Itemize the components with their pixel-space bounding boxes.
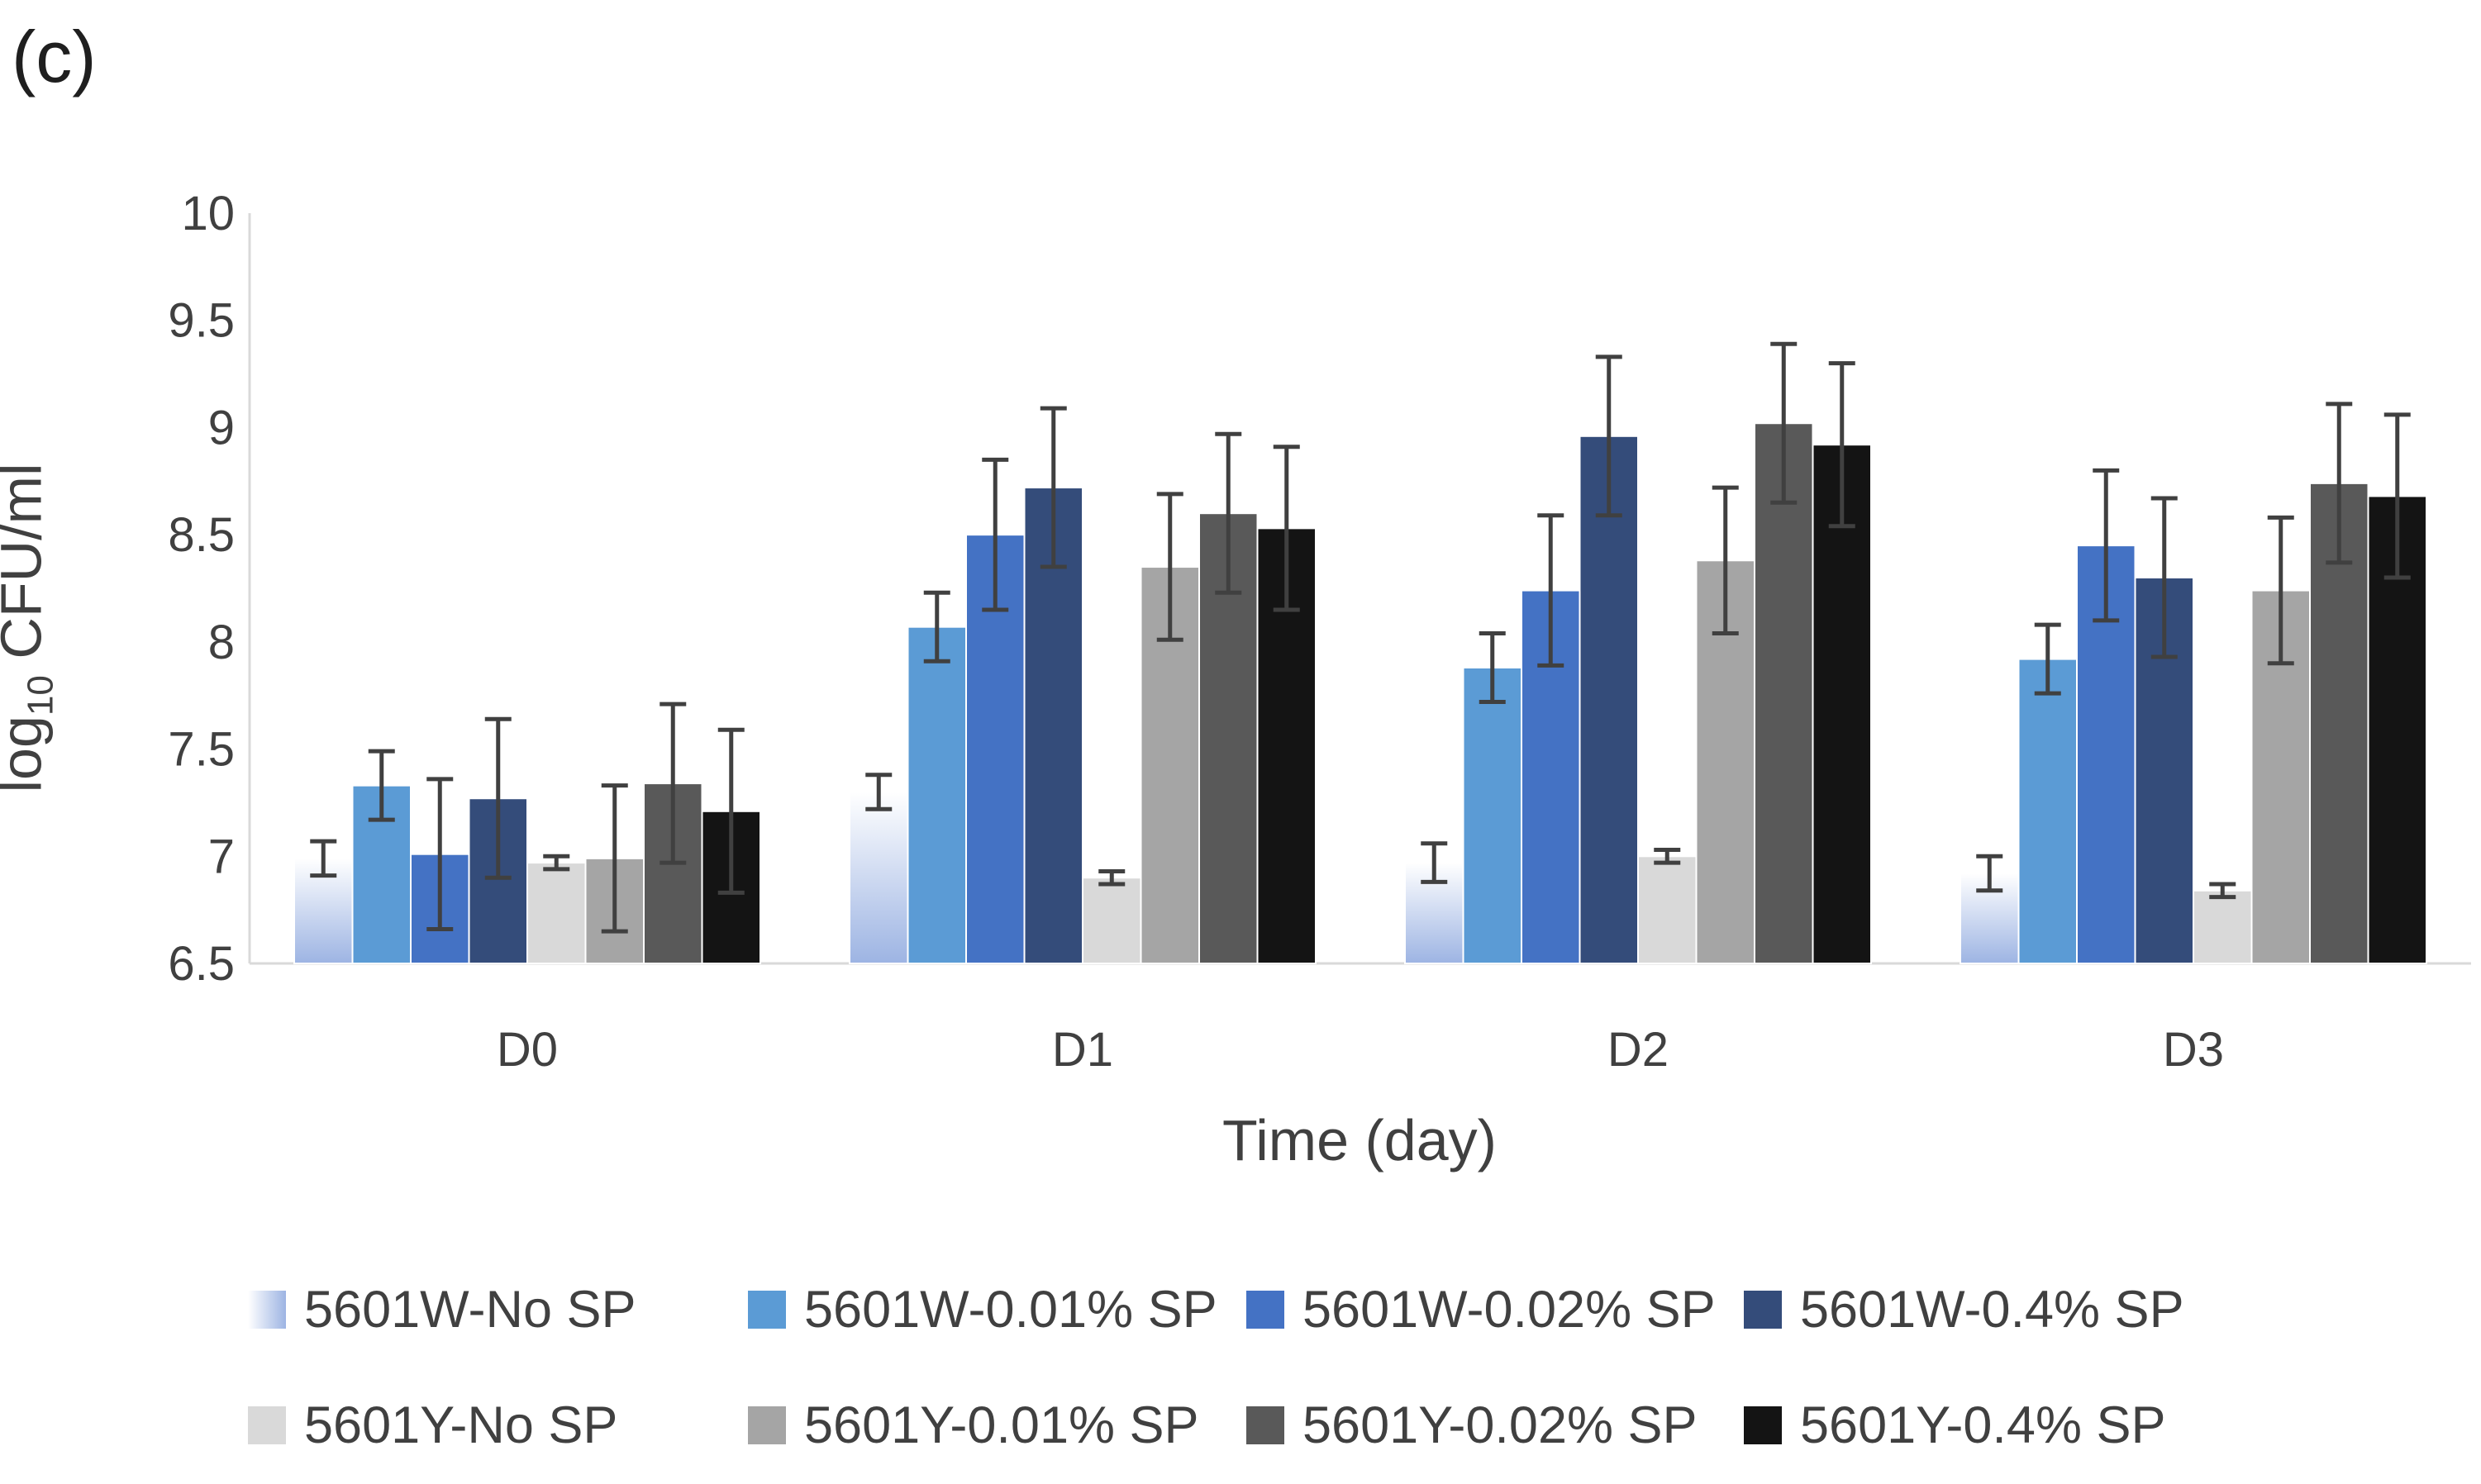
legend-swatch bbox=[248, 1291, 286, 1329]
error-bar-5601w-0-02-sp-d3 bbox=[2093, 468, 2120, 623]
legend-label: 5601Y-0.4% SP bbox=[1800, 1396, 2166, 1454]
x-tick-label: D3 bbox=[2163, 1023, 2224, 1077]
legend-swatch bbox=[1744, 1406, 1782, 1444]
error-bar-5601w-0-4-sp-d0 bbox=[484, 716, 512, 880]
error-bar-5601y-no-sp-d1 bbox=[1098, 868, 1126, 887]
error-bar-5601y-0-4-sp-d3 bbox=[2383, 412, 2411, 580]
error-bar-5601y-no-sp-d3 bbox=[2209, 882, 2236, 900]
error-bar-5601w-0-01-sp-d0 bbox=[368, 749, 395, 822]
error-bar-5601y-0-01-sp-d3 bbox=[2267, 515, 2294, 666]
legend-item-5601y-no-sp: 5601Y-No SP bbox=[248, 1392, 617, 1458]
error-bar-5601y-0-4-sp-d1 bbox=[1273, 445, 1300, 612]
y-tick-label: 10 bbox=[181, 187, 235, 240]
error-bar-5601w-0-01-sp-d3 bbox=[2034, 622, 2061, 696]
y-tick-label: 9.5 bbox=[168, 294, 235, 348]
legend-label: 5601W-0.4% SP bbox=[1800, 1281, 2184, 1339]
tick-labels: 6.5 7 7.5 8 8.5 9 9.5 10 D0 D1 D2 D3 bbox=[168, 187, 2224, 1077]
error-bar-5601w-0-02-sp-d0 bbox=[426, 777, 454, 931]
legend: 5601W-No SP 5601W-0.01% SP 5601W-0.02% S… bbox=[248, 1277, 2231, 1467]
legend-label: 5601W-0.02% SP bbox=[1302, 1281, 1716, 1339]
legend-swatch bbox=[748, 1406, 786, 1444]
error-bar-5601w-no-sp-d0 bbox=[310, 839, 337, 878]
legend-item-5601w-002-sp: 5601W-0.02% SP bbox=[1246, 1277, 1716, 1343]
legend-label: 5601Y-0.02% SP bbox=[1302, 1396, 1698, 1454]
bar-5601w-0-01-sp-d2 bbox=[1462, 666, 1522, 964]
error-bar-5601w-0-02-sp-d1 bbox=[982, 457, 1009, 612]
legend-swatch bbox=[1246, 1291, 1284, 1329]
bar-5601y-no-sp-d0 bbox=[526, 862, 587, 965]
y-axis-title-prefix: log bbox=[0, 716, 54, 793]
error-bar-5601w-0-01-sp-d1 bbox=[923, 590, 950, 664]
error-bar-5601y-0-02-sp-d2 bbox=[1770, 341, 1798, 505]
error-bar-5601y-0-02-sp-d1 bbox=[1215, 431, 1242, 595]
y-axis-title-subscript: 10 bbox=[20, 675, 61, 716]
bar-5601w-0-01-sp-d3 bbox=[2017, 658, 2078, 965]
legend-item-5601w-04-sp: 5601W-0.4% SP bbox=[1744, 1277, 2184, 1343]
bar-5601y-no-sp-d2 bbox=[1637, 855, 1698, 965]
error-bar-5601w-no-sp-d3 bbox=[1976, 854, 2003, 893]
legend-item-5601y-04-sp: 5601Y-0.4% SP bbox=[1744, 1392, 2166, 1458]
error-bar-5601y-0-4-sp-d0 bbox=[717, 727, 745, 895]
error-bar-5601y-0-01-sp-d2 bbox=[1712, 485, 1739, 635]
bar-5601y-0-4-sp-d2 bbox=[1812, 444, 1872, 964]
legend-label: 5601W-No SP bbox=[304, 1281, 636, 1339]
error-bar-5601y-no-sp-d2 bbox=[1654, 848, 1681, 865]
error-bar-5601w-no-sp-d1 bbox=[865, 773, 893, 811]
legend-item-5601y-002-sp: 5601Y-0.02% SP bbox=[1246, 1392, 1698, 1458]
y-tick-label: 6.5 bbox=[168, 937, 235, 991]
y-axis-title-suffix: CFU/ml bbox=[0, 463, 54, 659]
panel-label: (c) bbox=[12, 16, 97, 98]
error-bar-5601y-no-sp-d0 bbox=[543, 854, 570, 872]
legend-swatch bbox=[1246, 1406, 1284, 1444]
legend-label: 5601Y-0.01% SP bbox=[804, 1396, 1199, 1454]
bar-5601y-no-sp-d1 bbox=[1082, 877, 1142, 964]
error-bar-5601y-0-4-sp-d2 bbox=[1828, 361, 1855, 529]
error-bars bbox=[310, 341, 2411, 934]
error-bar-5601w-0-02-sp-d2 bbox=[1537, 513, 1564, 668]
error-bar-5601y-0-01-sp-d0 bbox=[601, 783, 628, 934]
y-tick-label: 8 bbox=[208, 616, 235, 669]
error-bar-5601y-0-02-sp-d3 bbox=[2326, 402, 2353, 565]
legend-item-5601y-001-sp: 5601Y-0.01% SP bbox=[748, 1392, 1199, 1458]
bar-5601w-no-sp-d1 bbox=[849, 791, 909, 965]
x-tick-label: D1 bbox=[1052, 1023, 1113, 1077]
x-tick-label: D2 bbox=[1607, 1023, 1669, 1077]
error-bar-5601w-0-4-sp-d1 bbox=[1040, 406, 1067, 569]
error-bar-5601w-no-sp-d2 bbox=[1421, 841, 1448, 884]
bar-5601w-0-4-sp-d2 bbox=[1579, 435, 1639, 964]
legend-swatch bbox=[748, 1291, 786, 1329]
y-axis-title: log10 CFU/ml bbox=[0, 464, 62, 793]
legend-label: 5601W-0.01% SP bbox=[804, 1281, 1217, 1339]
y-tick-label: 7.5 bbox=[168, 723, 235, 777]
legend-swatch bbox=[1744, 1291, 1782, 1329]
error-bar-5601w-0-01-sp-d2 bbox=[1479, 630, 1506, 704]
bar-5601w-0-01-sp-d0 bbox=[351, 784, 412, 964]
legend-swatch bbox=[248, 1406, 286, 1444]
error-bar-5601y-0-02-sp-d0 bbox=[660, 702, 687, 865]
y-tick-label: 7 bbox=[208, 830, 235, 883]
error-bar-5601y-0-01-sp-d1 bbox=[1156, 492, 1183, 642]
legend-item-5601w-001-sp: 5601W-0.01% SP bbox=[748, 1277, 1217, 1343]
error-bar-5601w-0-4-sp-d3 bbox=[2150, 496, 2178, 659]
y-tick-label: 9 bbox=[208, 401, 235, 454]
bar-5601y-0-02-sp-d2 bbox=[1754, 422, 1814, 964]
bar-5601y-no-sp-d3 bbox=[2193, 889, 2253, 965]
y-tick-label: 8.5 bbox=[168, 508, 235, 562]
legend-label: 5601Y-No SP bbox=[304, 1396, 618, 1454]
bar-5601w-0-01-sp-d1 bbox=[907, 625, 967, 964]
x-tick-label: D0 bbox=[497, 1023, 558, 1077]
x-axis-title: Time (day) bbox=[1222, 1108, 1497, 1172]
error-bar-5601w-0-4-sp-d2 bbox=[1595, 354, 1622, 518]
legend-item-5601w-no-sp: 5601W-No SP bbox=[248, 1277, 636, 1343]
